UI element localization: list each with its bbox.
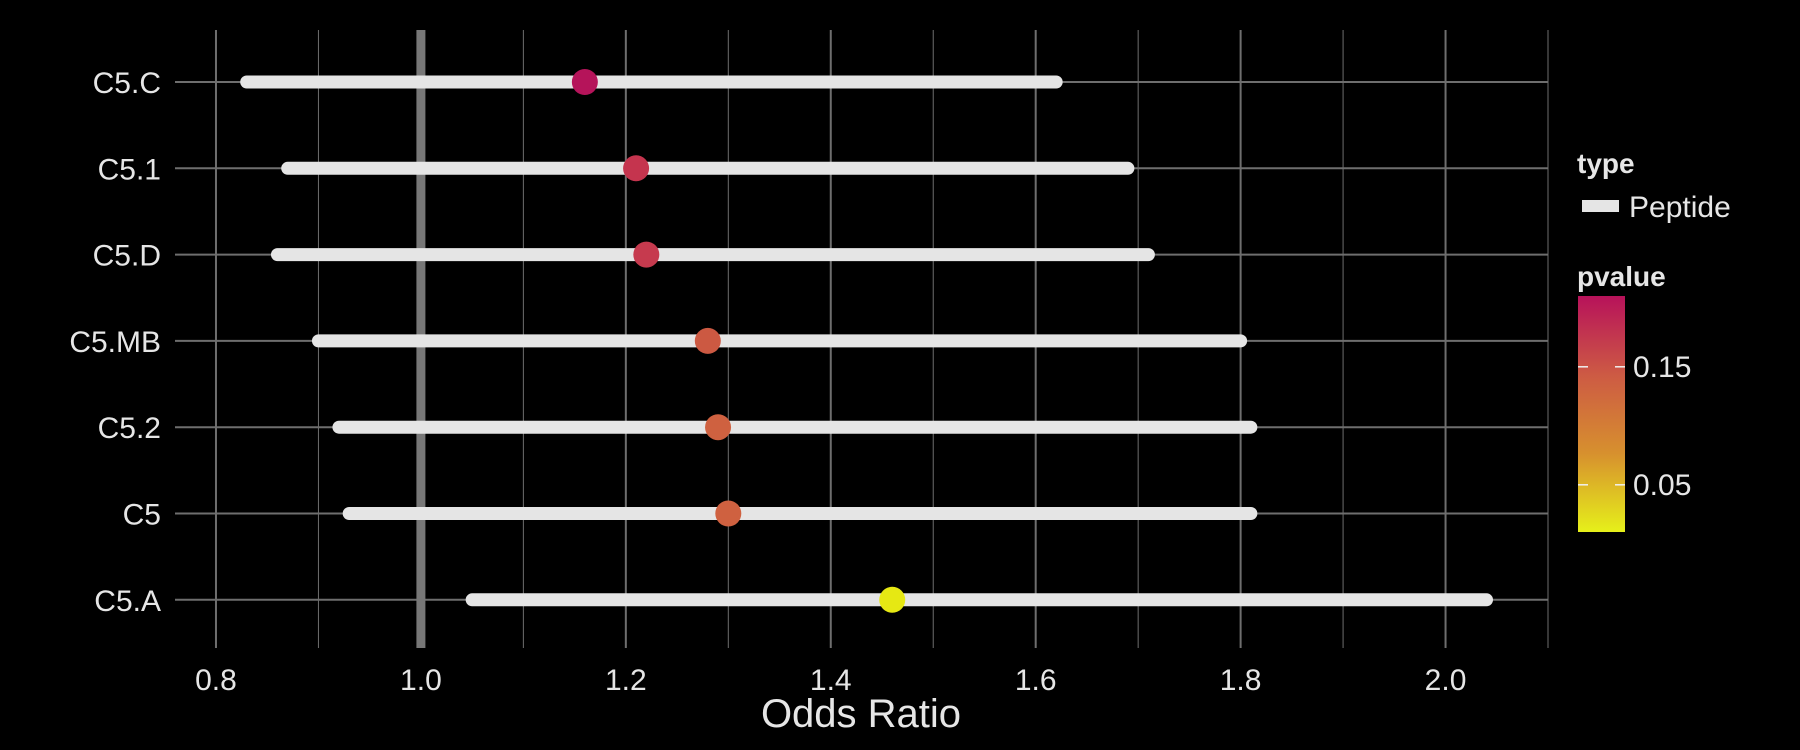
point-C5 [715,500,742,527]
x-axis-title: Odds Ratio [761,692,961,736]
x-tick-label: 1.2 [605,664,647,697]
legend-type-key [1582,200,1619,212]
x-tick-label: 2.0 [1425,664,1467,697]
legend: type Peptide pvalue 0.15 0.05 [1577,148,1731,532]
y-tick-label: C5.D [93,240,161,273]
pvalue-colorbar-ticks: 0.15 0.05 [1578,351,1691,502]
point-C5.A [879,586,906,613]
y-tick-label: C5.A [94,585,161,618]
y-tick-label: C5.2 [98,412,161,445]
point-C5.C [571,69,598,95]
y-tick-label: C5.1 [98,153,161,186]
x-tick-label: 1.8 [1220,664,1262,697]
x-tick-label: 0.8 [195,664,237,697]
point-C5.D [633,241,660,268]
y-tick-label: C5.MB [69,326,161,359]
y-tick-label: C5 [123,499,161,532]
pvalue-colorbar [1578,296,1625,532]
point-C5.1 [623,155,650,182]
legend-pvalue-title: pvalue [1577,261,1666,292]
y-tick-label: C5.C [93,67,161,100]
confidence-intervals [240,75,1494,607]
colorbar-tick-label: 0.05 [1633,469,1691,502]
x-tick-label: 1.6 [1015,664,1057,697]
y-axis-labels: C5.C C5.1 C5.D C5.MB C5.2 C5 C5.A [69,67,161,618]
colorbar-tick-label: 0.15 [1633,351,1691,384]
x-tick-label: 1.0 [400,664,442,697]
point-C5.2 [705,414,732,441]
x-tick-label: 1.4 [810,664,852,697]
legend-type-title: type [1577,148,1635,179]
x-axis-labels: 0.8 1.0 1.2 1.4 1.6 1.8 2.0 [195,664,1466,697]
point-C5.MB [694,327,721,354]
odds-ratio-points [571,69,906,613]
legend-type-label: Peptide [1629,191,1731,224]
